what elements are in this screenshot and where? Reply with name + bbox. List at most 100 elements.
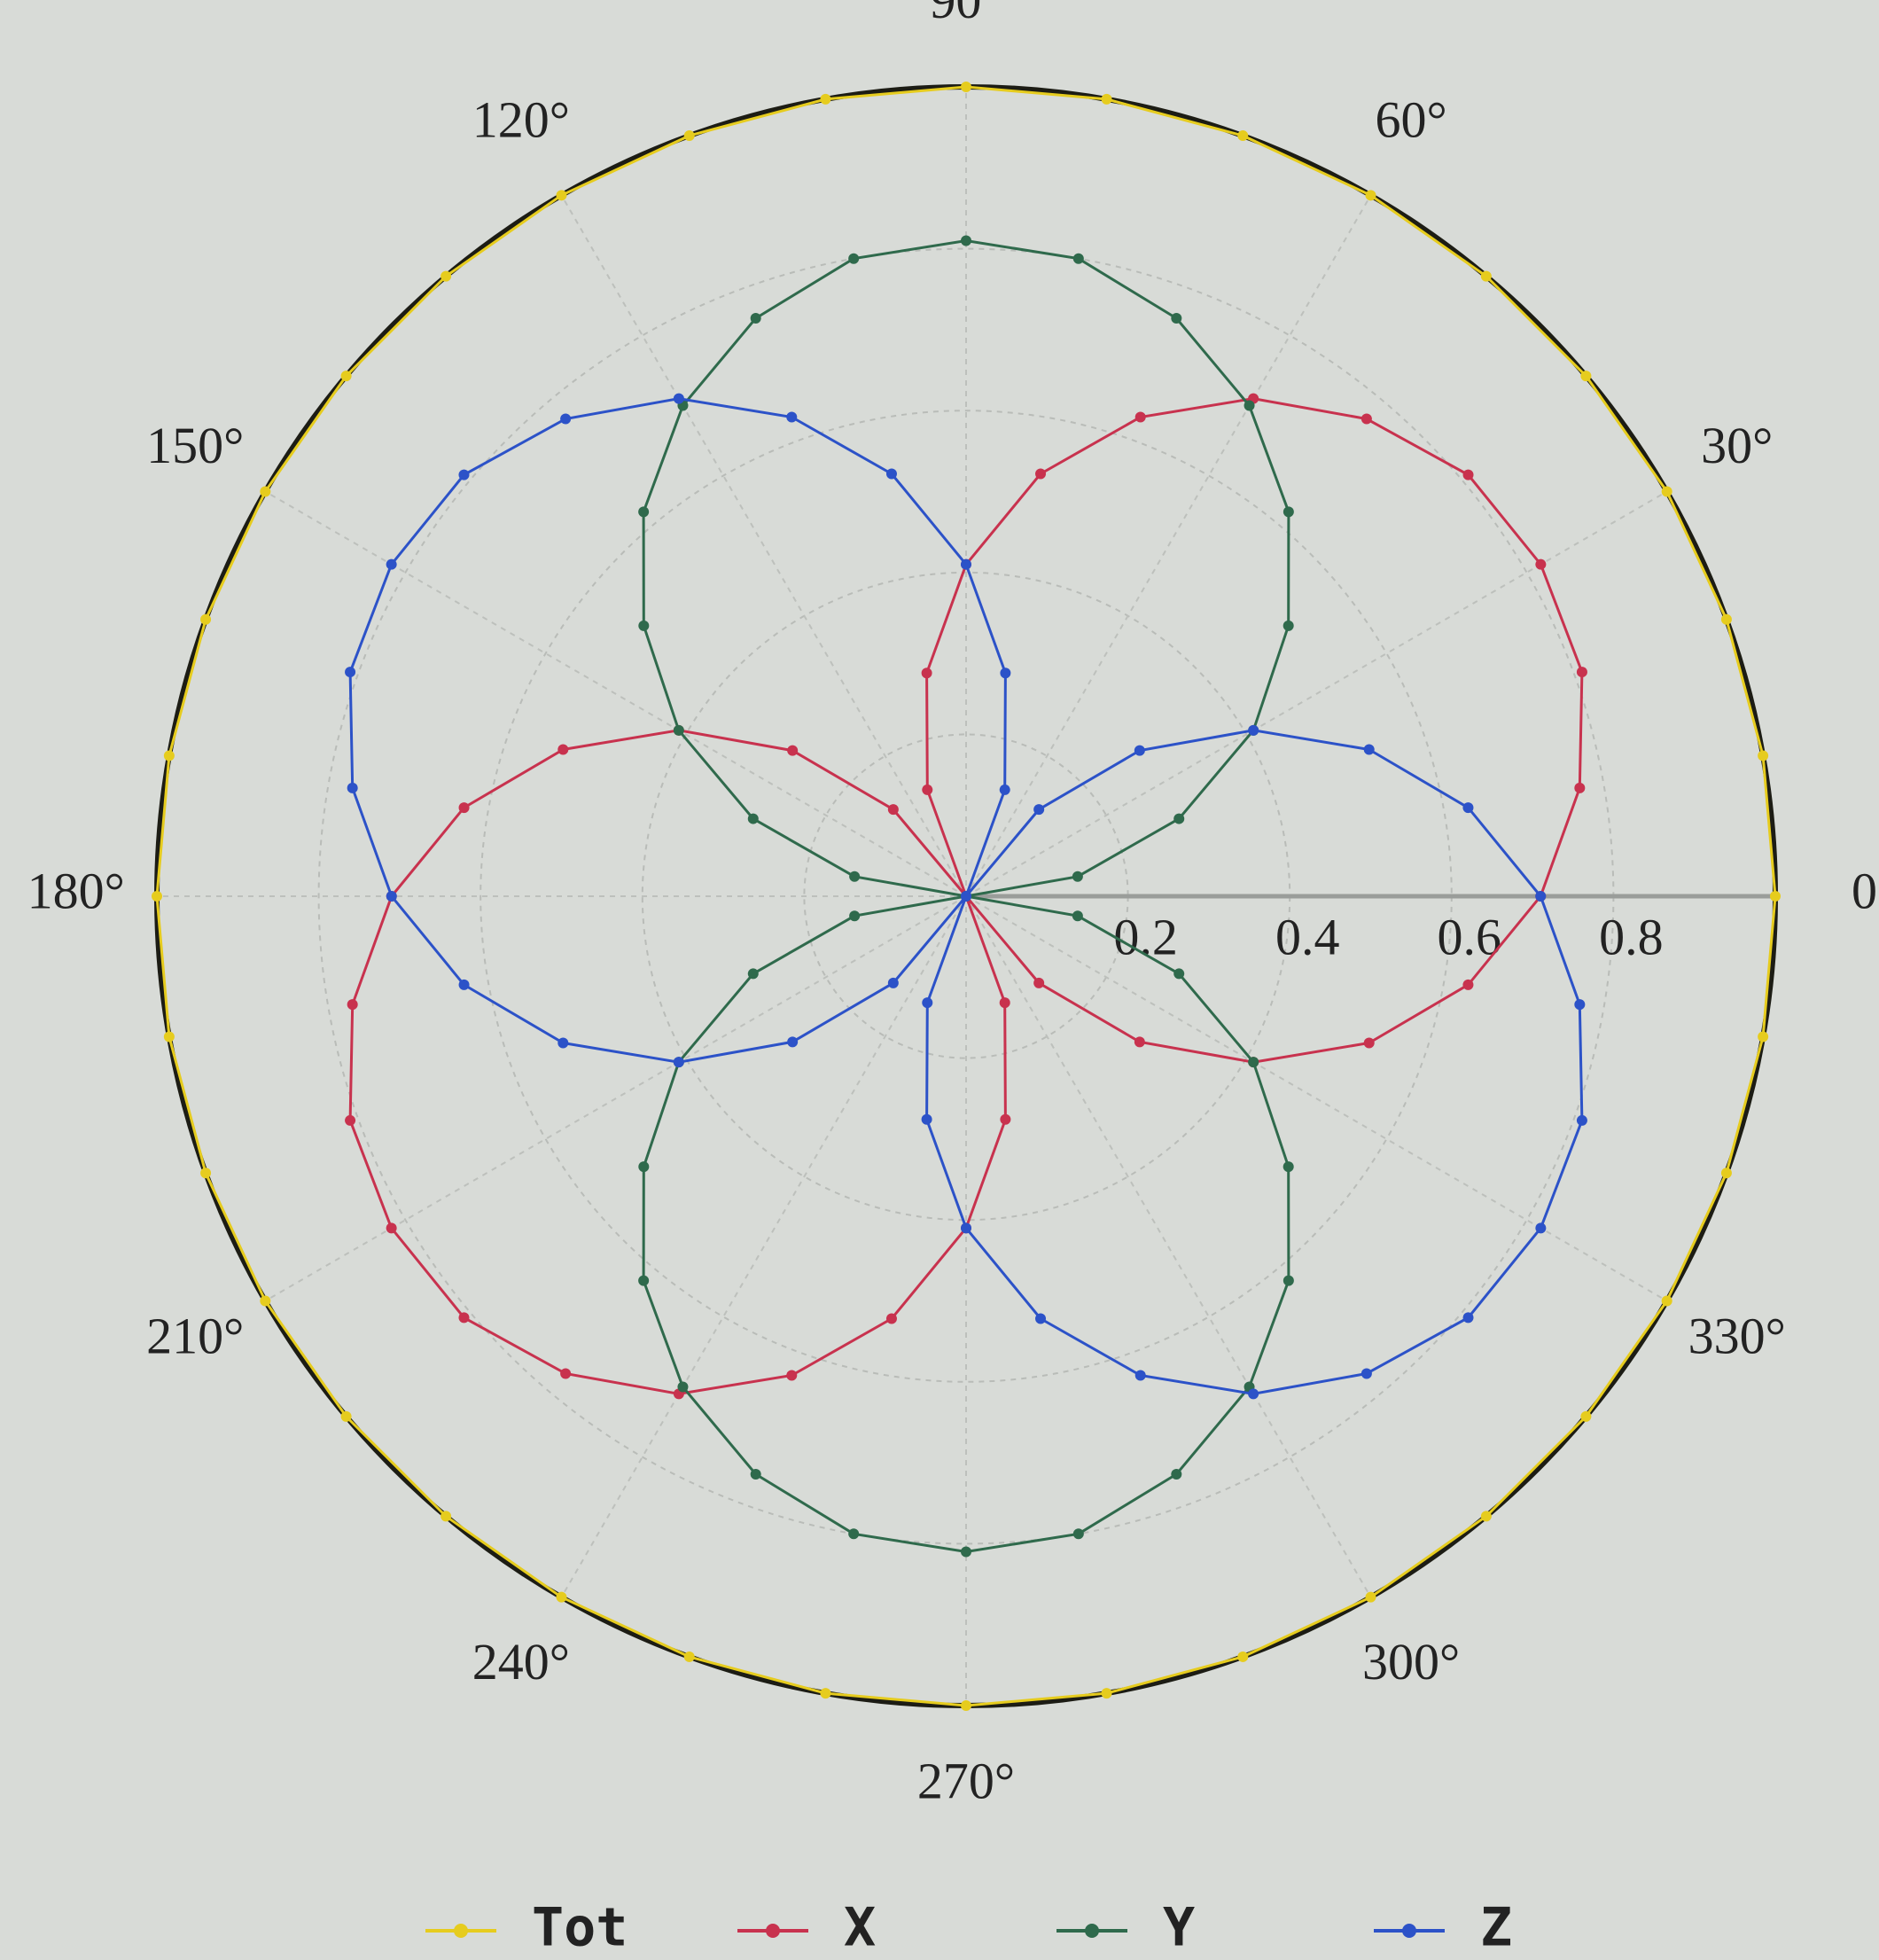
series-point (556, 190, 567, 201)
series-point (885, 1313, 897, 1324)
series-point (260, 1295, 271, 1307)
series-point (1000, 1113, 1011, 1125)
series-point (1661, 486, 1672, 497)
series-point (1535, 558, 1547, 570)
series-point (673, 1057, 684, 1068)
series-point (1033, 804, 1045, 816)
series-point (1072, 871, 1083, 882)
angle-tick-label: 210° (146, 1307, 244, 1364)
series-point (1237, 130, 1249, 142)
series-point (557, 1037, 569, 1049)
series-point (1283, 1275, 1294, 1286)
series-point (961, 558, 971, 570)
series-point (1580, 371, 1592, 382)
r-tick-label: 0.8 (1599, 908, 1664, 965)
series-point (458, 802, 470, 814)
series-point (786, 411, 798, 423)
series-point (1072, 910, 1083, 922)
series-point (1283, 506, 1294, 518)
series-point (260, 486, 271, 497)
series-point (1134, 411, 1146, 423)
legend-label: X (844, 1897, 876, 1959)
series-point (340, 1410, 352, 1422)
series-point (1363, 744, 1375, 755)
series-point (1000, 668, 1011, 679)
series-point (1480, 1511, 1492, 1522)
series-point (848, 253, 860, 264)
series-point (345, 667, 356, 678)
angle-tick-label: 90° (930, 0, 1002, 29)
series-point (1480, 270, 1492, 282)
series-point (820, 1688, 831, 1699)
series-point (386, 1222, 397, 1234)
series-point (887, 977, 899, 988)
series-point (1173, 968, 1185, 980)
angle-tick-label: 180° (27, 862, 125, 919)
series-point (441, 270, 452, 282)
series-point (1535, 891, 1547, 902)
series-point (1283, 1161, 1294, 1173)
angle-tick-label: 60° (1376, 91, 1447, 149)
grid-spoke (560, 194, 967, 897)
series-point (200, 613, 212, 625)
series-point (200, 1167, 212, 1179)
series-point (1248, 724, 1259, 736)
series-point (1574, 782, 1586, 793)
series-point (1574, 999, 1586, 1011)
series-point (849, 871, 861, 882)
series-point (152, 891, 162, 902)
grid-spoke (965, 194, 1372, 897)
series-point (1720, 1167, 1732, 1179)
legend-label: Tot (532, 1897, 628, 1959)
series-point (999, 997, 1010, 1009)
angle-tick-label: 330° (1688, 1307, 1786, 1364)
series-point (1576, 1114, 1587, 1126)
series-point (1758, 1031, 1769, 1042)
series-point (1101, 93, 1112, 105)
series-point (1101, 1688, 1112, 1699)
series-point (441, 1511, 452, 1522)
series-point (638, 1161, 650, 1173)
series-point (458, 1312, 470, 1324)
angle-tick-label: 300° (1362, 1633, 1460, 1691)
series-point (1237, 1651, 1249, 1662)
series-point (1462, 1312, 1474, 1324)
series-point (1363, 1037, 1375, 1049)
series-point (1365, 1591, 1376, 1603)
series-point (1134, 1036, 1145, 1048)
series-point (386, 558, 397, 570)
series-point (885, 468, 897, 480)
series-point (1248, 1388, 1259, 1400)
series-point (557, 744, 569, 755)
series-point (787, 745, 799, 756)
series-point (961, 82, 971, 92)
r-tick-label: 0.2 (1113, 908, 1178, 965)
series-point (1365, 190, 1376, 201)
angle-tick-label: 240° (472, 1633, 570, 1691)
series-point (638, 1275, 650, 1286)
legend-label: Y (1163, 1897, 1195, 1959)
grid-spoke (965, 490, 1668, 897)
series-point (347, 782, 358, 793)
series-point (1720, 613, 1732, 625)
series-point (999, 784, 1010, 795)
angle-tick-label: 150° (146, 417, 244, 474)
series-point (750, 1469, 761, 1480)
angle-tick-label: 120° (472, 91, 570, 149)
series-point (1171, 1469, 1182, 1480)
series-point (747, 813, 759, 824)
series-point (1134, 745, 1145, 756)
series-point (849, 910, 861, 922)
series-point (922, 784, 933, 795)
grid-spoke (264, 895, 967, 1302)
series-point (1361, 1368, 1372, 1379)
series-point (163, 750, 175, 761)
series-point (787, 1036, 799, 1048)
series-point (1072, 1528, 1084, 1540)
series-point (1770, 891, 1781, 902)
series-point (163, 1031, 175, 1042)
series-point (677, 1381, 689, 1393)
series-point (1535, 1222, 1547, 1234)
series-point (386, 891, 397, 902)
